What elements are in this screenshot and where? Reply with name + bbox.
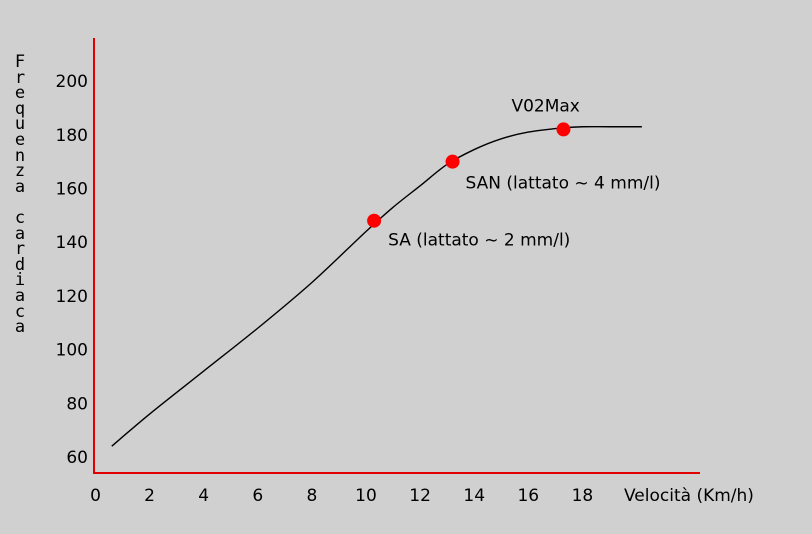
y-axis-label-letter: i <box>14 270 26 291</box>
threshold-point <box>445 154 460 169</box>
y-axis-label-letter: F <box>14 52 26 72</box>
y-axis-label-letter: u <box>14 114 26 135</box>
heart-rate-line <box>111 125 642 447</box>
y-tick-label: 100 <box>56 341 88 361</box>
y-axis-label-letter: d <box>14 254 26 275</box>
y-axis-label-letter: a <box>14 285 26 306</box>
y-tick-label: 160 <box>56 180 88 200</box>
highlight-points: SA (lattato ~ 2 mm/l) SAN (lattato ~ 4 mm… <box>367 96 661 251</box>
y-axis-label-letter: r <box>14 239 26 260</box>
y-tick-label: 200 <box>56 72 88 92</box>
y-axis-label-letter: a <box>14 176 26 197</box>
x-tick-label: 6 <box>252 486 263 506</box>
y-axis-label-letter: a <box>14 317 26 338</box>
y-tick-label: 180 <box>56 126 88 146</box>
x-tick-label: 18 <box>572 486 594 506</box>
y-axis-label-letter: q <box>14 98 26 119</box>
y-tick-label: 120 <box>56 287 88 307</box>
threshold-label: SA (lattato ~ 2 mm/l) <box>388 231 570 251</box>
series-group <box>111 125 642 447</box>
tick-labels: 0 2 4 6 8 10 12 14 16 18 60 80 100 120 140 160 180 200 <box>56 72 594 506</box>
y-axis-label-letter: a <box>14 223 26 244</box>
y-axis-label-letter: c <box>14 301 26 322</box>
x-axis-label: Velocità (Km/h) <box>624 486 754 506</box>
threshold-label: V02Max <box>511 96 579 116</box>
y-tick-label: 60 <box>66 448 88 468</box>
threshold-point <box>556 122 571 137</box>
x-tick-label: 10 <box>355 486 377 506</box>
x-tick-label: 0 <box>90 486 101 506</box>
x-tick-label: 4 <box>198 486 209 506</box>
y-axis-label-letter: e <box>14 129 26 150</box>
threshold-label: SAN (lattato ~ 4 mm/l) <box>466 174 661 194</box>
y-tick-label: 140 <box>56 233 88 253</box>
y-axis-label-letter: e <box>14 83 26 104</box>
x-tick-label: 16 <box>517 486 539 506</box>
threshold-point <box>367 213 382 228</box>
y-axis-label-letter: r <box>14 67 26 88</box>
x-tick-label: 12 <box>409 486 431 506</box>
y-axis-label-letter: c <box>14 207 26 228</box>
axes <box>93 38 700 474</box>
y-axis-label-letter: n <box>14 145 26 166</box>
y-axis-label-letter: z <box>14 161 26 182</box>
x-tick-label: 2 <box>144 486 155 506</box>
x-tick-label: 14 <box>463 486 485 506</box>
x-tick-label: 8 <box>306 486 317 506</box>
y-tick-label: 80 <box>66 394 88 414</box>
